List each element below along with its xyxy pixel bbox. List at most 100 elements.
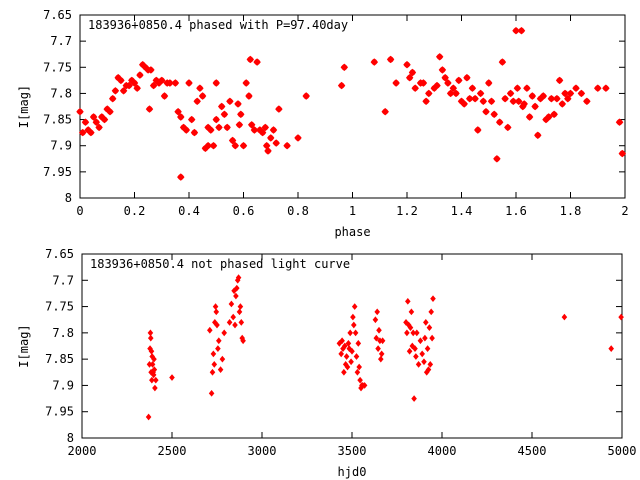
phased-data-point [130, 79, 139, 87]
phased-data-point [471, 95, 479, 103]
unphased-data-point [235, 274, 242, 282]
phased-data-point [476, 89, 485, 98]
phased-data-point [403, 60, 411, 69]
unphased-data-point [412, 345, 418, 352]
unphased-data-point [410, 329, 416, 337]
unphased-x-tick-label: 4500 [518, 444, 547, 458]
unphased-data-point [147, 329, 154, 337]
phased-data-point [572, 84, 580, 92]
unphased-data-point [240, 337, 246, 345]
phased-y-tick-label: 7.65 [43, 8, 72, 22]
phased-data-point [553, 95, 561, 103]
unphased-y-tick-label: 7.9 [52, 378, 74, 392]
unphased-data-point [210, 350, 217, 358]
phased-data-point [117, 76, 125, 85]
unphased-data-point [147, 334, 154, 342]
phased-data-point [294, 134, 302, 142]
phased-data-point [149, 81, 158, 90]
phased-data-point [340, 63, 349, 72]
phased-data-point [272, 139, 280, 147]
phased-data-point [212, 79, 220, 87]
phased-data-point [89, 113, 98, 121]
unphased-data-point [217, 366, 224, 374]
phased-data-point [247, 121, 256, 129]
unphased-data-point [228, 300, 235, 308]
phased-data-point [204, 141, 212, 150]
phased-data-point [550, 110, 558, 118]
phased-data-point [512, 26, 520, 35]
phased-data-point [182, 126, 191, 134]
phased-data-point [504, 123, 512, 132]
phased-data-point [212, 115, 220, 124]
unphased-data-point [350, 313, 356, 321]
phased-data-point [196, 84, 204, 92]
unphased-data-point [151, 355, 157, 363]
unphased-data-point [417, 337, 424, 345]
unphased-data-point [354, 368, 361, 376]
phased-data-point [509, 97, 518, 106]
unphased-data-point [341, 368, 347, 376]
unphased-data-point [414, 329, 420, 337]
phased-data-point [386, 55, 395, 64]
unphased-y-tick-label: 7.95 [45, 405, 74, 419]
phased-data-point [258, 128, 267, 137]
phased-data-point [187, 115, 196, 124]
unphased-x-tick-label: 3500 [338, 444, 367, 458]
phased-y-tick-label: 7.9 [50, 139, 72, 153]
phased-data-point [583, 97, 591, 106]
unphased-data-point [373, 334, 380, 342]
phased-data-point [501, 95, 509, 103]
unphased-data-point [374, 308, 380, 316]
unphased-data-point [413, 353, 419, 360]
phased-data-point [177, 113, 185, 121]
unphased-data-point [411, 395, 417, 402]
unphased-data-point [207, 326, 213, 334]
phased-data-point [493, 155, 501, 163]
phased-data-point [435, 53, 444, 61]
phased-data-point [468, 84, 477, 92]
unphased-data-point [372, 316, 379, 324]
phased-data-point [446, 89, 455, 98]
phased-data-point [239, 141, 248, 150]
unphased-data-point [408, 308, 415, 316]
unphased-data-point [405, 297, 411, 305]
phased-data-point [593, 84, 602, 92]
phased-data-point [269, 126, 278, 134]
phased-data-point [174, 107, 182, 116]
unphased-x-tick-label: 4000 [428, 444, 457, 458]
unphased-data-point [376, 326, 382, 334]
unphased-data-point [208, 389, 215, 397]
phased-data-point [246, 55, 255, 64]
unphased-data-point [423, 318, 429, 326]
phased-data-point [136, 71, 144, 79]
unphased-data-point [428, 308, 434, 316]
phased-x-tick-label: 1.6 [505, 204, 527, 218]
unphased-data-point [561, 313, 568, 321]
phased-data-point [234, 100, 242, 108]
phased-data-point [539, 92, 548, 100]
unphased-y-tick-label: 7.7 [52, 273, 74, 287]
phased-data-point [160, 92, 169, 100]
phased-data-point [523, 84, 531, 92]
phased-data-point [100, 115, 109, 124]
phased-data-point [517, 26, 526, 35]
phased-x-tick-label: 1 [349, 204, 356, 218]
phased-y-tick-label: 7.7 [50, 34, 72, 48]
unphased-data-point [152, 384, 158, 392]
phased-x-axis-label: phase [334, 225, 370, 239]
phased-plot-title: 183936+0850.4 phased with P=97.40day [88, 18, 348, 32]
phased-x-tick-label: 0.6 [233, 204, 255, 218]
phased-y-axis-label: I[mag] [17, 85, 31, 128]
unphased-data-point [375, 345, 381, 352]
unphased-x-tick-label: 2500 [158, 444, 187, 458]
phased-data-point [133, 84, 141, 92]
phased-data-point [261, 123, 270, 132]
unphased-data-point [419, 350, 425, 358]
unphased-data-point [232, 321, 238, 329]
phased-data-point [558, 100, 567, 108]
phased-data-point [220, 110, 229, 118]
unphased-data-point [407, 324, 414, 331]
phased-data-point [528, 92, 536, 100]
unphased-plot-frame [81, 253, 623, 439]
